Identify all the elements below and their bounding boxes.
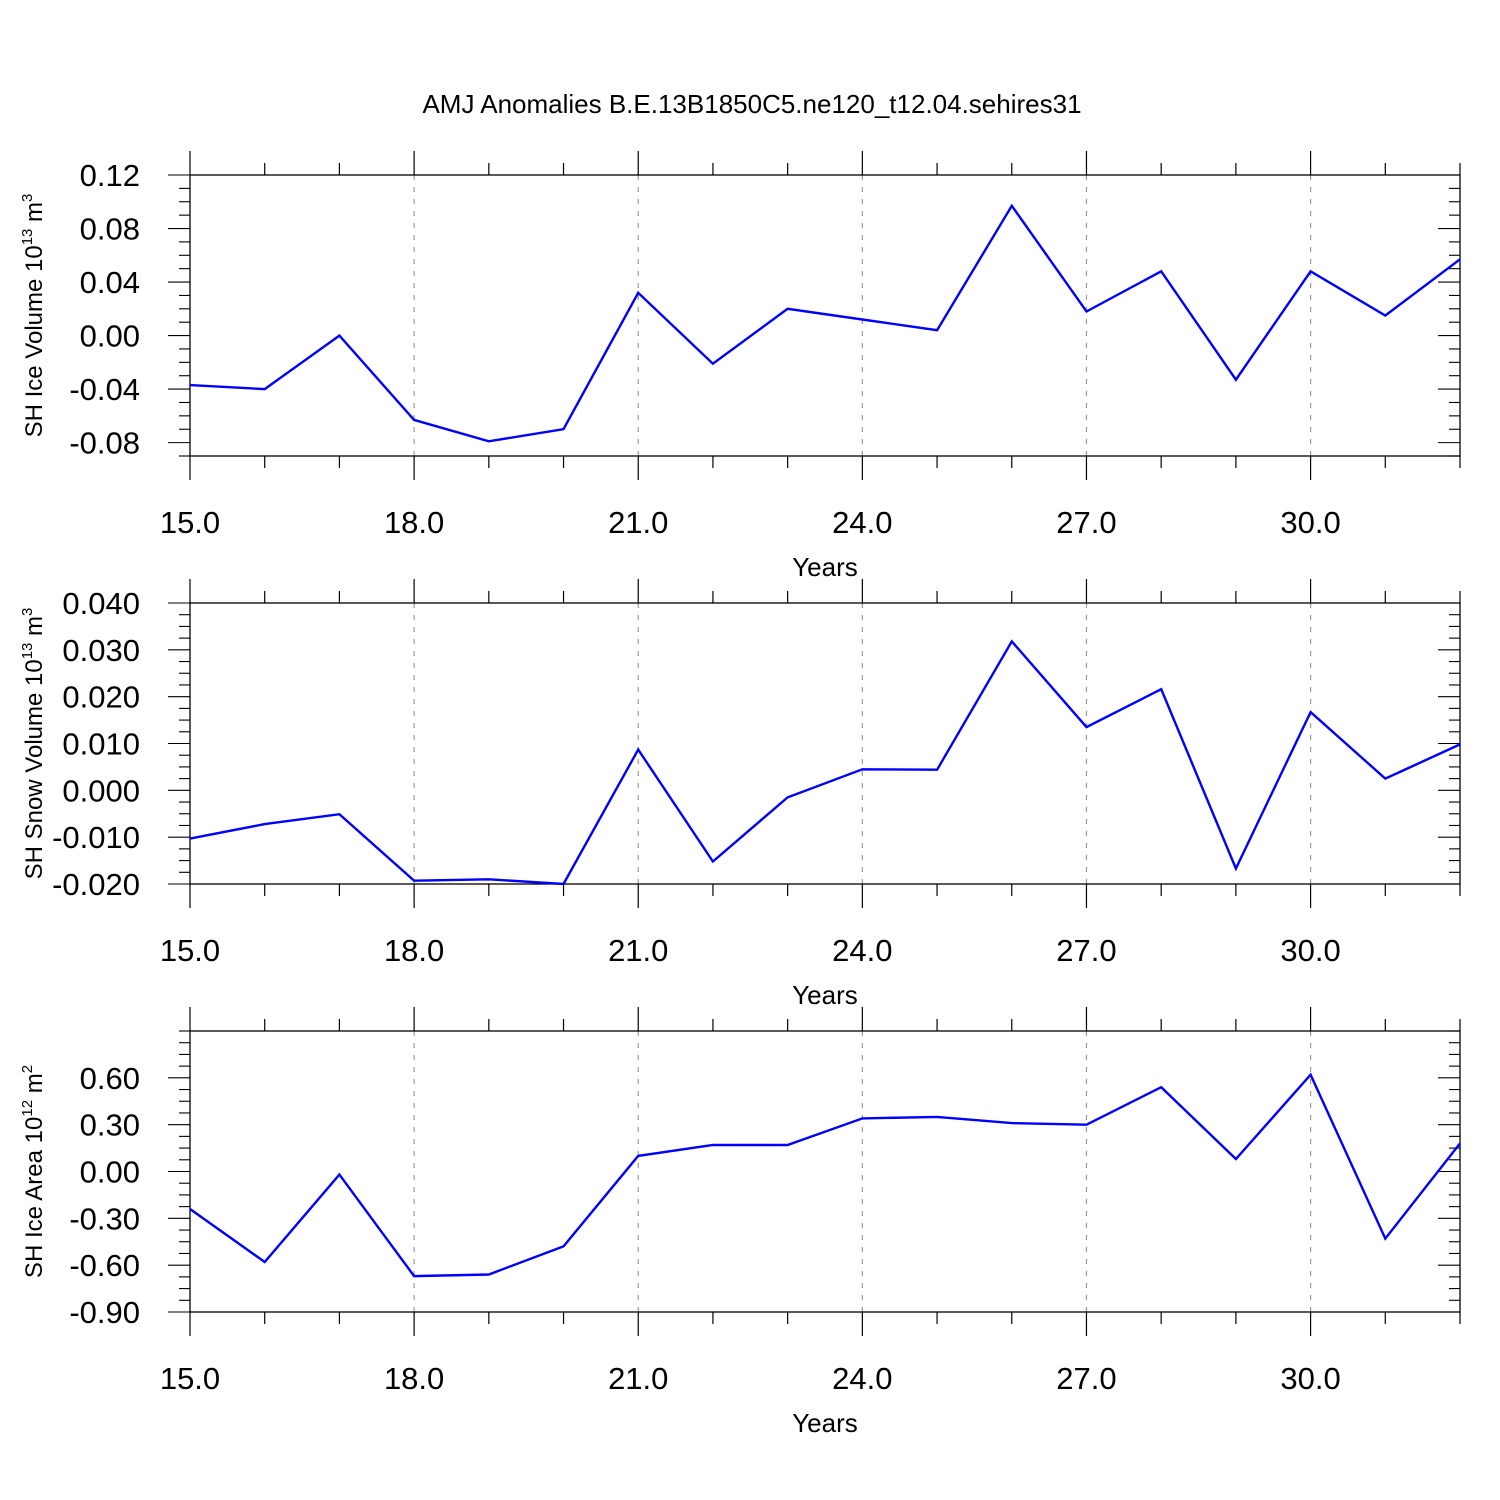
y-axis-label: SH Ice Volume 1013 m3 [19, 194, 48, 438]
series-line [189, 639, 1461, 886]
x-tick-label: 27.0 [1056, 505, 1116, 540]
x-tick-label: 27.0 [1056, 933, 1116, 968]
plot-frame [189, 1030, 1461, 1313]
y-tick-label: 0.00 [80, 319, 140, 354]
plot-frame [189, 174, 1461, 457]
y-tick-label: -0.04 [69, 372, 140, 407]
x-tick-label: 15.0 [160, 933, 220, 968]
panel-2: -0.020 -0.010 0.000 0.010 0.020 0.030 0.040 15.… [19, 579, 1461, 1010]
x-tick-label: 18.0 [384, 1361, 444, 1396]
panel-3: -0.90 -0.60 -0.30 0.00 0.30 0.60 15.0 18.0 21.0 2… [19, 1007, 1461, 1438]
x-tick-label: 21.0 [608, 505, 668, 540]
y-tick-label: 0.030 [62, 633, 140, 668]
y-tick-label: 0.00 [80, 1155, 140, 1190]
x-tick-label: 27.0 [1056, 1361, 1116, 1396]
y-tick-label: -0.010 [52, 820, 140, 855]
y-tick-label: 0.60 [80, 1061, 140, 1096]
x-tick-label: 30.0 [1280, 1361, 1340, 1396]
panel-1: -0.08 -0.04 0.00 0.04 0.08 0.12 15.0 18.0 21.0 24… [19, 151, 1461, 582]
y-tick-label: 0.12 [80, 158, 140, 193]
plot-frame [189, 602, 1461, 885]
y-tick-label: -0.60 [69, 1248, 140, 1283]
x-axis-label: Years [792, 552, 858, 582]
series-line [189, 203, 1461, 443]
x-tick-label: 18.0 [384, 933, 444, 968]
x-tick-label: 30.0 [1280, 933, 1340, 968]
x-tick-label: 30.0 [1280, 505, 1340, 540]
chart-title: AMJ Anomalies B.E.13B1850C5.ne120_t12.04… [422, 89, 1081, 119]
panels: -0.08 -0.04 0.00 0.04 0.08 0.12 15.0 18.0 21.0 24… [19, 151, 1461, 1438]
x-tick-label: 24.0 [832, 1361, 892, 1396]
y-tick-label: -0.30 [69, 1201, 140, 1236]
x-axis-label: Years [792, 1408, 858, 1438]
x-tick-label: 21.0 [608, 1361, 668, 1396]
y-tick-label: 0.30 [80, 1108, 140, 1143]
x-tick-label: 18.0 [384, 505, 444, 540]
x-tick-label: 15.0 [160, 505, 220, 540]
y-tick-label: -0.08 [69, 426, 140, 461]
x-tick-label: 24.0 [832, 505, 892, 540]
x-tick-label: 15.0 [160, 1361, 220, 1396]
y-axis-label: SH Ice Area 1012 m2 [19, 1065, 48, 1278]
y-tick-label: 0.040 [62, 586, 140, 621]
y-tick-label: 0.08 [80, 212, 140, 247]
y-axis-label: SH Snow Volume 1013 m3 [19, 608, 48, 880]
x-axis-label: Years [792, 980, 858, 1010]
y-tick-label: -0.020 [52, 867, 140, 902]
x-tick-label: 21.0 [608, 933, 668, 968]
x-tick-label: 24.0 [832, 933, 892, 968]
series-line [189, 1072, 1461, 1278]
y-tick-label: 0.000 [62, 773, 140, 808]
y-tick-label: 0.020 [62, 680, 140, 715]
y-tick-label: -0.90 [69, 1295, 140, 1330]
y-tick-label: 0.04 [80, 265, 140, 300]
y-tick-label: 0.010 [62, 727, 140, 762]
